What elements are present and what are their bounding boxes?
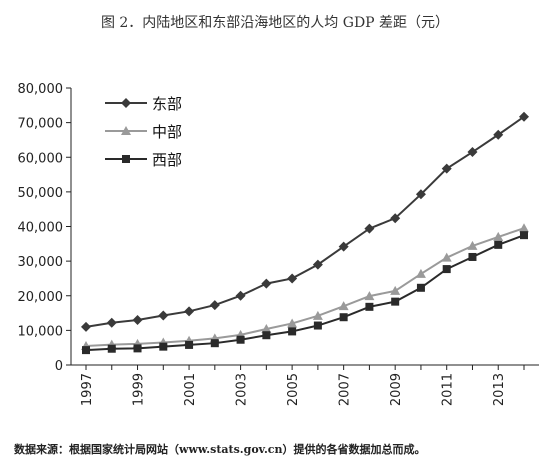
data-point-diamond bbox=[519, 111, 529, 122]
source-note: 数据来源：根据国家统计局网站（www.stats.gov.cn）提供的各省数据加… bbox=[14, 443, 426, 456]
data-point-square bbox=[262, 331, 271, 340]
y-tick-label: 40,000 bbox=[18, 221, 64, 236]
data-point-diamond bbox=[338, 241, 349, 252]
data-point-diamond bbox=[261, 278, 272, 289]
legend-marker bbox=[122, 155, 130, 163]
x-tick-label: 2013 bbox=[492, 373, 507, 406]
data-point-diamond bbox=[493, 129, 504, 140]
x-tick-label: 2009 bbox=[389, 373, 404, 406]
data-point-triangle bbox=[338, 301, 349, 311]
x-tick-label: 2007 bbox=[338, 373, 353, 406]
data-point-diamond bbox=[209, 300, 220, 311]
data-point-square bbox=[494, 240, 503, 249]
data-point-square bbox=[133, 344, 142, 353]
data-point-triangle bbox=[441, 252, 452, 262]
data-point-diamond bbox=[467, 147, 478, 158]
data-point-triangle bbox=[519, 223, 529, 233]
data-point-square bbox=[185, 340, 194, 349]
data-point-square bbox=[416, 283, 425, 292]
x-tick-label: 1997 bbox=[80, 373, 95, 406]
data-point-square bbox=[107, 344, 116, 353]
data-point-diamond bbox=[390, 213, 401, 224]
y-tick-label: 80,000 bbox=[18, 82, 64, 97]
x-tick-label: 1999 bbox=[132, 373, 147, 406]
data-point-triangle bbox=[467, 240, 478, 250]
data-point-square bbox=[313, 321, 322, 330]
data-point-diamond bbox=[184, 306, 195, 317]
data-point-square bbox=[339, 313, 348, 322]
data-point-triangle bbox=[390, 285, 401, 295]
data-point-square bbox=[391, 297, 400, 306]
x-tick-label: 2001 bbox=[183, 373, 198, 406]
data-point-triangle bbox=[287, 318, 298, 328]
data-point-diamond bbox=[235, 290, 246, 301]
data-point-diamond bbox=[81, 321, 91, 332]
data-point-triangle bbox=[493, 231, 504, 241]
data-point-triangle bbox=[312, 310, 323, 320]
data-point-diamond bbox=[132, 314, 143, 325]
y-tick-label: 20,000 bbox=[18, 290, 64, 305]
x-tick-label: 2003 bbox=[235, 373, 250, 406]
y-tick-label: 0 bbox=[55, 359, 63, 374]
data-point-diamond bbox=[312, 259, 323, 270]
data-point-square bbox=[520, 231, 528, 240]
legend-label: 东部 bbox=[152, 95, 182, 113]
data-point-square bbox=[236, 335, 245, 344]
data-point-diamond bbox=[441, 163, 452, 174]
data-point-diamond bbox=[158, 310, 169, 321]
data-point-square bbox=[365, 302, 374, 311]
chart-title: 图 2．内陆地区和东部沿海地区的人均 GDP 差距（元） bbox=[100, 15, 450, 31]
data-point-diamond bbox=[106, 317, 117, 328]
legend-marker bbox=[121, 126, 131, 135]
y-tick-label: 60,000 bbox=[18, 151, 64, 166]
data-point-triangle bbox=[261, 323, 272, 333]
data-point-square bbox=[442, 265, 451, 274]
x-tick-label: 2011 bbox=[441, 373, 456, 406]
data-point-square bbox=[210, 339, 219, 348]
data-point-triangle bbox=[364, 291, 375, 301]
data-point-square bbox=[82, 346, 90, 355]
data-point-square bbox=[288, 327, 297, 336]
y-tick-label: 70,000 bbox=[18, 117, 64, 132]
y-tick-label: 50,000 bbox=[18, 186, 64, 201]
series-line-square bbox=[85, 234, 525, 352]
y-tick-label: 30,000 bbox=[18, 255, 64, 270]
legend-label: 西部 bbox=[152, 151, 182, 169]
x-tick-label: 2005 bbox=[286, 373, 301, 406]
line-chart: 0 10,000 20,000 30,000 40,000 50,000 60,000 70,… bbox=[18, 82, 539, 406]
data-point-diamond bbox=[415, 189, 426, 200]
y-tick-label: 10,000 bbox=[18, 324, 64, 339]
data-point-diamond bbox=[287, 273, 298, 284]
series-line-triangle bbox=[85, 227, 525, 347]
data-point-square bbox=[468, 252, 477, 261]
series-line-diamond bbox=[85, 115, 525, 328]
data-point-triangle bbox=[415, 268, 426, 278]
legend-marker bbox=[121, 98, 131, 108]
legend-label: 中部 bbox=[152, 123, 182, 141]
data-point-square bbox=[159, 342, 168, 351]
data-point-diamond bbox=[364, 223, 375, 234]
